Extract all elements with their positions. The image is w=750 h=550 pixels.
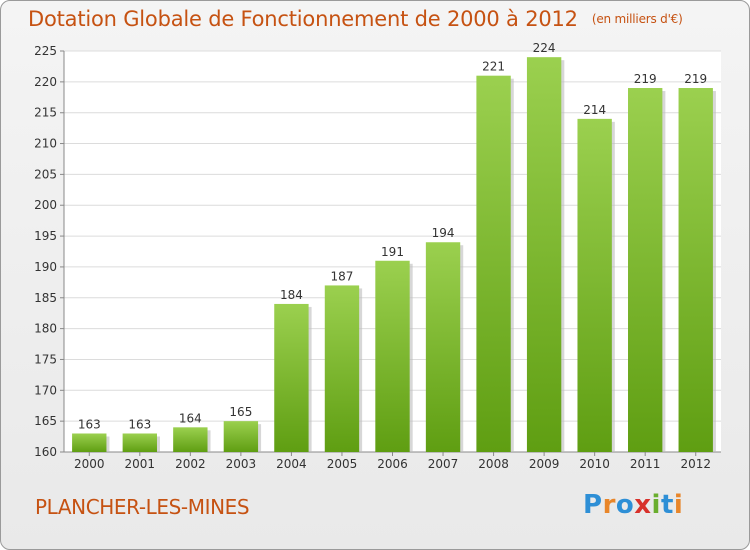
bar-value-label: 194 — [432, 226, 455, 240]
bar-value-label: 224 — [533, 41, 556, 55]
bar-value-label: 164 — [179, 411, 202, 425]
x-tick-label: 2010 — [579, 457, 610, 471]
y-tick-label: 225 — [34, 44, 57, 58]
y-tick-label: 210 — [34, 137, 57, 151]
bar — [425, 242, 461, 452]
x-tick-label: 2012 — [680, 457, 711, 471]
x-tick-label: 2000 — [74, 457, 105, 471]
bar — [375, 260, 410, 452]
proxiti-logo: Proxiti — [583, 490, 683, 520]
x-tick-label: 2009 — [529, 457, 560, 471]
chart-title: Dotation Globale de Fonctionnement de 20… — [28, 7, 683, 31]
logo-letter: o — [615, 490, 635, 520]
bar-value-label: 184 — [280, 288, 303, 302]
bar — [223, 421, 259, 452]
bar — [628, 88, 663, 452]
bar-value-label: 219 — [634, 72, 657, 86]
logo-letter: i — [673, 490, 684, 520]
bar-value-label: 187 — [331, 269, 354, 283]
y-tick-label: 160 — [34, 445, 57, 459]
logo-letter: x — [634, 490, 652, 520]
x-tick-label: 2003 — [226, 457, 257, 471]
x-tick-label: 2005 — [327, 457, 358, 471]
bar — [274, 303, 309, 452]
x-tick-label: 2002 — [175, 457, 206, 471]
y-tick-label: 200 — [34, 198, 57, 212]
bar — [324, 285, 360, 452]
x-tick-label: 2001 — [125, 457, 156, 471]
y-tick-label: 170 — [34, 383, 57, 397]
x-tick-label: 2011 — [630, 457, 661, 471]
y-tick-label: 190 — [34, 260, 57, 274]
y-tick-label: 220 — [34, 75, 57, 89]
bar-value-label: 163 — [128, 417, 151, 431]
y-tick-label: 195 — [34, 229, 57, 243]
bar — [476, 75, 511, 452]
bar — [173, 427, 208, 452]
x-tick-label: 2008 — [478, 457, 509, 471]
logo-letter: i — [651, 490, 661, 520]
chart-subtitle: (en milliers d'€) — [591, 12, 683, 26]
bar — [526, 57, 562, 453]
chart-title-text: Dotation Globale de Fonctionnement de 20… — [28, 7, 578, 31]
bar-value-label: 165 — [229, 405, 252, 419]
y-tick-label: 165 — [34, 414, 57, 428]
y-tick-label: 180 — [34, 322, 57, 336]
x-tick-label: 2007 — [428, 457, 459, 471]
y-tick-label: 205 — [34, 167, 57, 181]
x-tick-label: 2004 — [276, 457, 307, 471]
y-tick-label: 175 — [34, 352, 57, 366]
bar-value-label: 163 — [78, 417, 101, 431]
city-name: PLANCHER-LES-MINES — [35, 495, 250, 519]
bar — [72, 433, 107, 452]
bar-value-label: 219 — [684, 72, 707, 86]
bar-value-label: 214 — [583, 103, 606, 117]
bar-value-label: 191 — [381, 245, 404, 259]
y-tick-label: 215 — [34, 106, 57, 120]
logo-letter: P — [583, 490, 603, 520]
bar — [122, 433, 157, 452]
x-tick-label: 2006 — [377, 457, 408, 471]
bar — [577, 118, 612, 452]
bar — [678, 88, 713, 452]
logo-letter: r — [602, 490, 616, 520]
y-tick-label: 185 — [34, 291, 57, 305]
logo-letter: t — [660, 490, 674, 520]
bar-value-label: 221 — [482, 60, 505, 74]
